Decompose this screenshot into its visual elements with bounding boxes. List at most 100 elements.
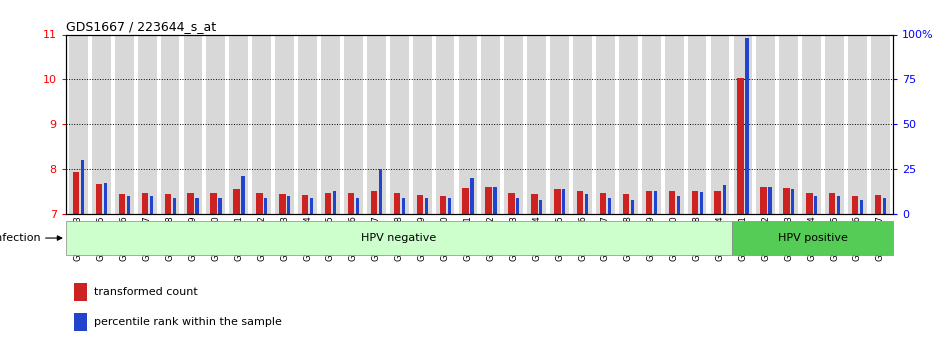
Bar (550, 34, 569, 214)
Bar (96, 184, 102, 214)
Bar (229, 34, 248, 214)
Bar (485, 187, 492, 214)
Bar (596, 34, 615, 214)
Bar (401, 198, 405, 214)
Bar (287, 196, 290, 214)
Bar (264, 198, 268, 214)
Bar (367, 34, 385, 214)
Bar (333, 190, 337, 214)
Bar (275, 34, 294, 214)
Text: HPV positive: HPV positive (777, 233, 848, 243)
Bar (585, 194, 588, 214)
Bar (164, 194, 171, 214)
Bar (619, 34, 637, 214)
Bar (81, 160, 85, 214)
Bar (370, 190, 377, 214)
Bar (623, 194, 629, 214)
Bar (554, 189, 560, 214)
Bar (233, 189, 240, 214)
Bar (69, 34, 87, 214)
Bar (481, 34, 500, 214)
Bar (344, 34, 363, 214)
Bar (608, 198, 611, 214)
Bar (540, 199, 542, 214)
Bar (73, 172, 79, 214)
Bar (631, 199, 634, 214)
Bar (848, 34, 867, 214)
Bar (74, 284, 87, 301)
Bar (562, 189, 565, 214)
Bar (127, 196, 130, 214)
Bar (692, 191, 698, 214)
Text: HPV negative: HPV negative (361, 233, 436, 243)
Bar (665, 34, 683, 214)
Bar (187, 193, 194, 214)
Bar (737, 78, 744, 214)
Bar (390, 34, 409, 214)
Bar (279, 194, 286, 214)
Bar (527, 34, 546, 214)
Bar (242, 176, 244, 214)
Bar (207, 34, 226, 214)
Bar (779, 34, 798, 214)
Bar (714, 190, 721, 214)
Bar (668, 191, 675, 214)
Bar (470, 178, 474, 214)
Bar (321, 34, 340, 214)
Bar (516, 198, 520, 214)
Bar (211, 193, 217, 214)
Bar (802, 34, 821, 214)
Bar (871, 34, 890, 214)
Bar (462, 188, 469, 214)
Bar (183, 34, 202, 214)
Bar (531, 194, 538, 214)
Bar (745, 38, 748, 214)
Bar (688, 34, 707, 214)
Bar (142, 193, 149, 214)
Bar (654, 190, 657, 214)
Bar (838, 196, 840, 214)
Bar (807, 193, 812, 214)
Bar (348, 193, 354, 214)
Bar (325, 193, 332, 214)
Bar (298, 34, 317, 214)
Bar (425, 198, 428, 214)
Bar (642, 34, 661, 214)
Bar (732, 221, 893, 255)
Bar (814, 196, 818, 214)
Bar (413, 34, 431, 214)
Bar (118, 194, 125, 214)
Bar (677, 196, 680, 214)
Bar (646, 191, 652, 214)
Bar (883, 198, 886, 214)
Text: transformed count: transformed count (94, 287, 197, 297)
Bar (783, 188, 790, 214)
Bar (440, 196, 446, 214)
Bar (875, 195, 882, 214)
Bar (66, 221, 732, 255)
Bar (757, 34, 776, 214)
Bar (149, 196, 153, 214)
Bar (103, 184, 107, 214)
Bar (577, 191, 584, 214)
Bar (435, 34, 454, 214)
Bar (161, 34, 180, 214)
Bar (711, 34, 729, 214)
Bar (173, 198, 176, 214)
Bar (394, 193, 400, 214)
Bar (92, 34, 111, 214)
Bar (509, 193, 515, 214)
Bar (257, 193, 262, 214)
Bar (196, 198, 198, 214)
Bar (573, 34, 592, 214)
Bar (733, 34, 752, 214)
Bar (494, 187, 496, 214)
Bar (379, 169, 382, 214)
Bar (138, 34, 157, 214)
Bar (302, 195, 308, 214)
Bar (600, 193, 606, 214)
Bar (852, 196, 858, 214)
Bar (791, 189, 794, 214)
Bar (699, 193, 703, 214)
Bar (447, 198, 451, 214)
